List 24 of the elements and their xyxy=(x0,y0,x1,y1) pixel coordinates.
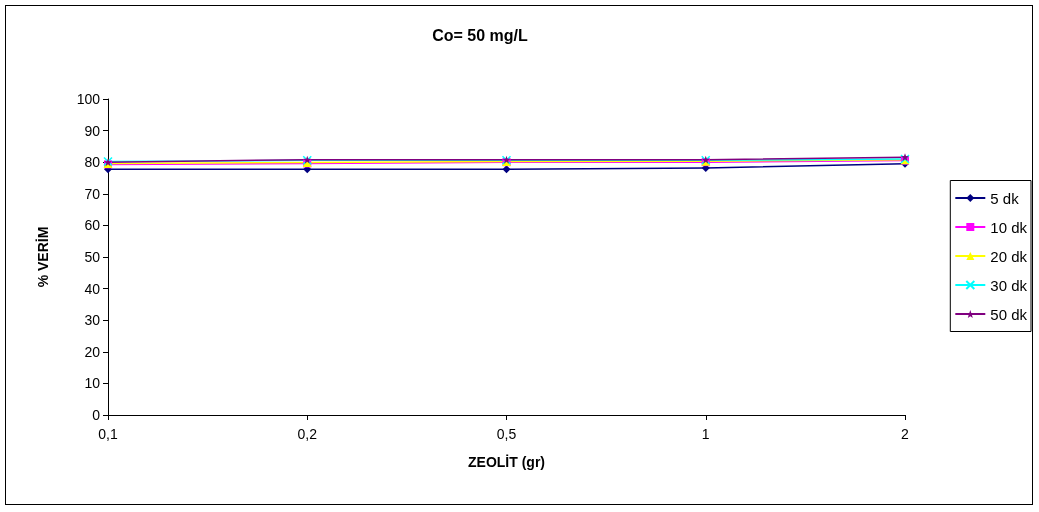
legend-label: 20 dk xyxy=(990,247,1028,265)
y-tick-label: 80 xyxy=(84,154,101,171)
y-tick-label: 100 xyxy=(76,91,101,107)
y-tick-label: 20 xyxy=(84,343,101,360)
legend-label: 10 dk xyxy=(990,218,1028,236)
legend-label: 5 dk xyxy=(990,189,1020,207)
x-axis-title: ZEOLİT (gr) xyxy=(468,454,545,470)
y-tick-label: 70 xyxy=(84,185,101,202)
y-tick-label: 50 xyxy=(84,249,101,265)
y-tick-label: 40 xyxy=(84,280,101,297)
x-tick-label: 0,2 xyxy=(297,426,318,442)
y-tick-label: 90 xyxy=(84,122,101,139)
x-tick-label: 2 xyxy=(901,426,910,442)
legend-label: 50 dk xyxy=(990,305,1028,323)
y-tick-label: 60 xyxy=(84,217,101,234)
chart-title: Co= 50 mg/L xyxy=(432,26,529,44)
y-tick-label: 10 xyxy=(84,375,101,392)
y-axis-title: % VERİM xyxy=(35,226,51,288)
legend-label: 30 dk xyxy=(990,276,1028,294)
y-tick-label: 30 xyxy=(84,312,101,329)
x-tick-label: 0,5 xyxy=(496,426,517,442)
x-tick-label: 0,1 xyxy=(98,426,118,442)
x-tick-label: 1 xyxy=(701,426,710,442)
y-tick-label: 0 xyxy=(92,407,101,423)
